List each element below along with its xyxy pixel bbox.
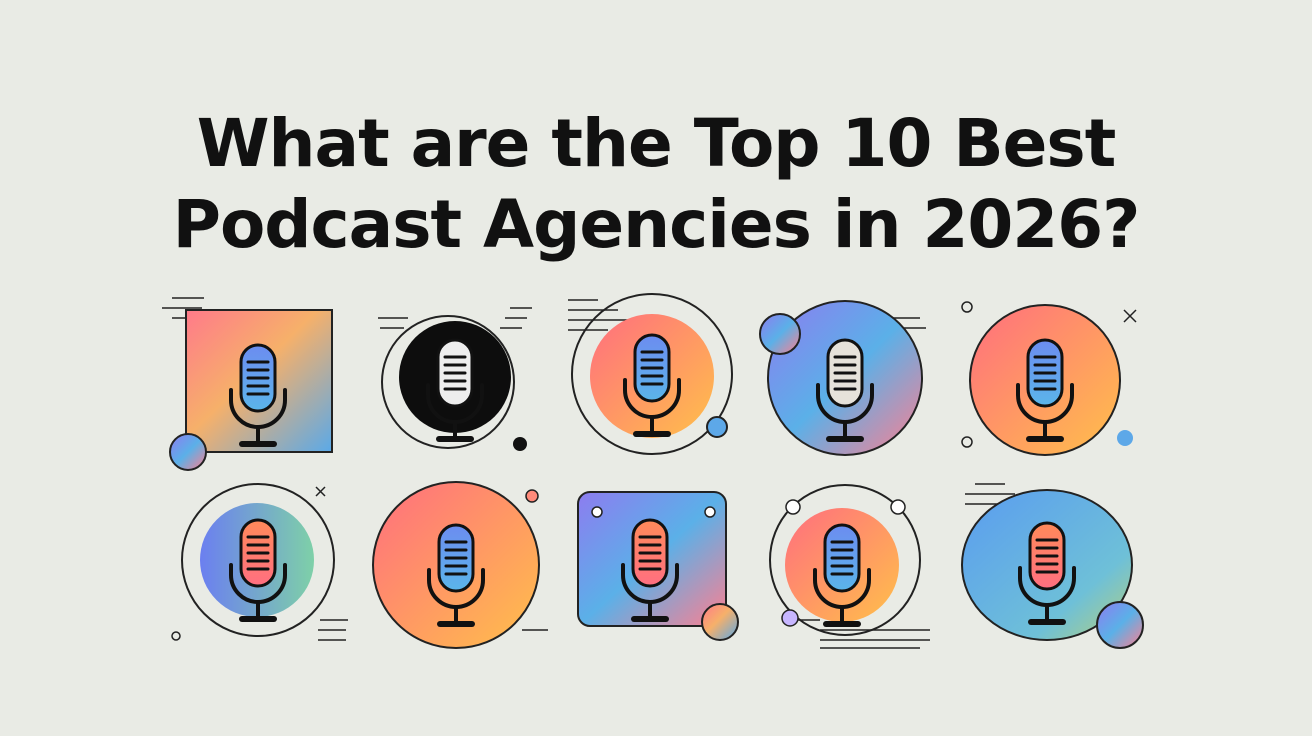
icon — [571, 293, 733, 455]
title-line: Podcast Agencies in 2026? — [172, 186, 1141, 263]
icon — [171, 483, 335, 641]
icon — [169, 309, 333, 471]
icon — [769, 484, 921, 636]
icon — [381, 315, 527, 451]
icon — [961, 489, 1144, 649]
icon — [759, 300, 923, 456]
decor-lines — [162, 297, 1137, 649]
icon — [372, 481, 540, 649]
icon — [961, 301, 1133, 456]
title-line: What are the Top 10 Best — [196, 105, 1117, 182]
icon — [577, 491, 739, 641]
